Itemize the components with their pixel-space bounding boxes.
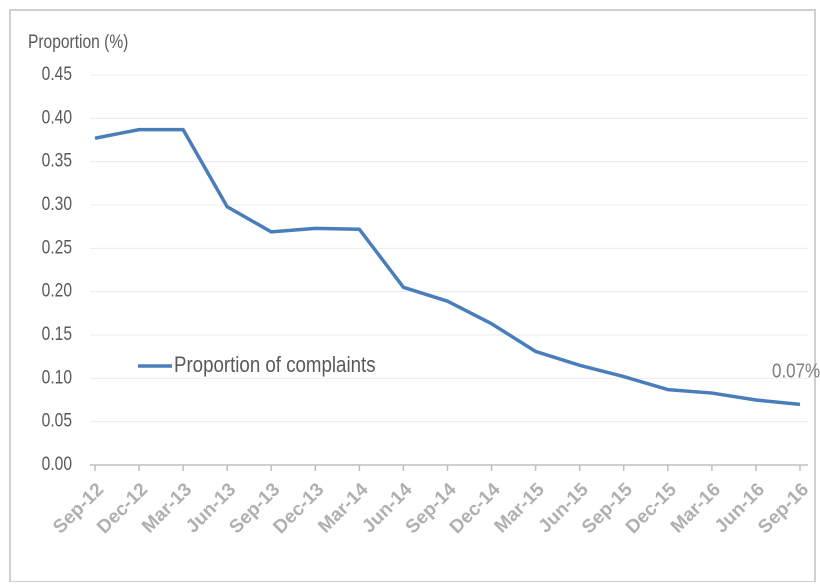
y-tick-label: 0.10 xyxy=(42,366,72,388)
y-tick-label: 0.05 xyxy=(42,409,72,431)
y-tick-label: 0.35 xyxy=(42,149,72,171)
y-tick-label: 0.20 xyxy=(42,279,72,301)
y-tick-label: 0.15 xyxy=(42,323,72,345)
y-tick-label: 0.00 xyxy=(42,453,72,475)
y-tick-label: 0.40 xyxy=(42,106,72,128)
y-axis-label: Proportion (%) xyxy=(28,31,128,53)
y-tick-label: 0.30 xyxy=(42,193,72,215)
legend-label: Proportion of complaints xyxy=(174,353,376,377)
chart-frame xyxy=(9,9,816,583)
data-line xyxy=(94,127,801,407)
y-tick-label: 0.45 xyxy=(42,63,72,85)
y-tick-label: 0.25 xyxy=(42,236,72,258)
data-label: 0.07% xyxy=(772,359,820,382)
